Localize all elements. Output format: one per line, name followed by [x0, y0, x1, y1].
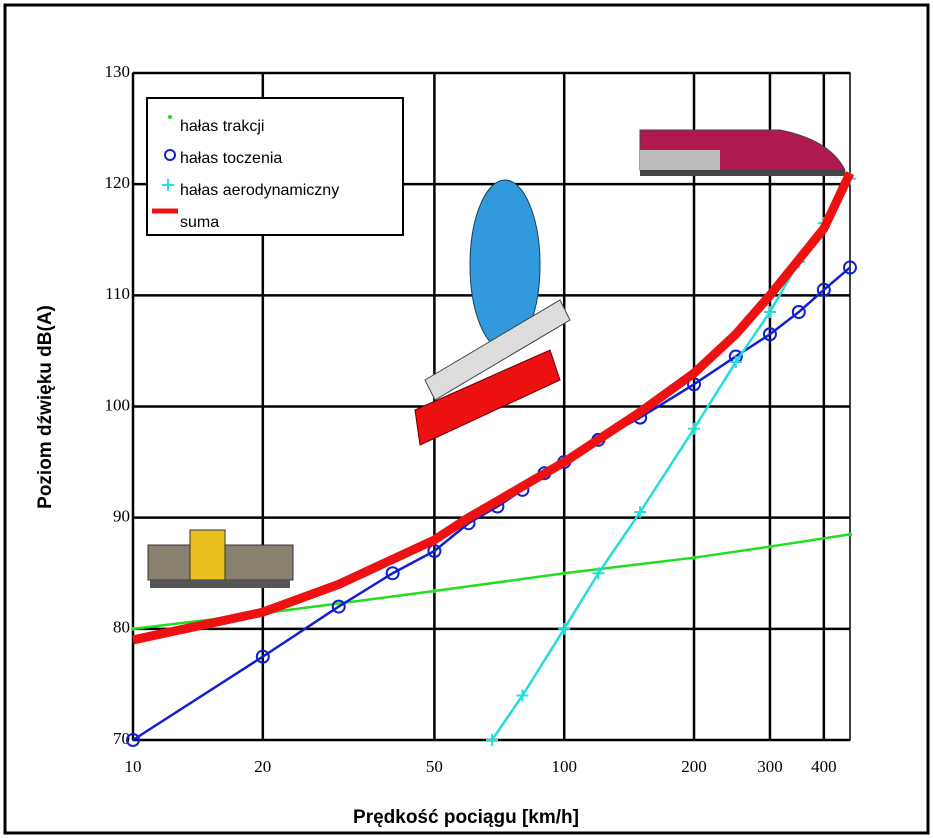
point: [432, 589, 437, 594]
legend-marker: [162, 179, 174, 191]
x-tick-label: 100: [551, 757, 577, 776]
high-speed-train: [639, 129, 846, 176]
y-tick-label: 120: [105, 173, 131, 192]
point: [767, 544, 772, 549]
point: [634, 506, 647, 519]
legend-label: hałas aerodynamiczny: [180, 182, 339, 199]
point: [131, 626, 135, 631]
legend-marker: [164, 149, 176, 161]
legend-swatch: [164, 149, 176, 161]
y-axis-label: Poziom dźwięku dB(A): [35, 305, 56, 509]
y-tick-label: 130: [105, 62, 131, 81]
point: [816, 282, 831, 297]
x-axis-label: Prędkość pociągu [km/h]: [353, 807, 579, 828]
point: [255, 649, 270, 664]
point: [791, 305, 806, 320]
point: [385, 566, 400, 581]
point: [763, 306, 776, 319]
illustrations: [147, 129, 846, 588]
point: [848, 532, 852, 537]
x-tick-label: 10: [125, 757, 142, 776]
point: [692, 555, 697, 560]
point: [562, 571, 567, 576]
y-tick-label: 110: [105, 284, 130, 303]
point: [331, 599, 346, 614]
legend-label: hałas toczenia: [180, 150, 282, 167]
legend-label: hałas trakcji: [180, 118, 264, 135]
point: [843, 260, 857, 275]
locomotive: [147, 529, 294, 588]
x-tick-label: 300: [757, 757, 783, 776]
point: [427, 544, 442, 559]
legend-label: suma: [180, 214, 219, 231]
x-tick-label: 50: [426, 757, 443, 776]
point: [592, 567, 605, 580]
plot: [126, 171, 857, 747]
legend-swatch: [162, 179, 174, 191]
point: [126, 733, 140, 747]
legend-marker: [168, 115, 172, 119]
x-tick-label: 200: [681, 757, 707, 776]
legend-box: [146, 97, 404, 236]
y-tick-label: 100: [105, 395, 131, 414]
point: [516, 689, 529, 702]
point: [729, 356, 742, 369]
legend-swatch: [168, 115, 172, 119]
point: [558, 622, 571, 635]
point: [688, 422, 701, 435]
y-tick-label: 70: [113, 729, 130, 748]
x-tick-label: 20: [254, 757, 271, 776]
y-tick-label: 80: [113, 618, 130, 637]
legend: hałas trakcji hałas toczenia hałas aerodyn…: [146, 97, 404, 236]
y-tick-label: 90: [113, 507, 130, 526]
x-tick-label: 400: [811, 757, 837, 776]
wheel-rail: [414, 179, 571, 446]
series-line: [132, 171, 855, 645]
point: [485, 734, 498, 746]
point: [762, 327, 777, 342]
